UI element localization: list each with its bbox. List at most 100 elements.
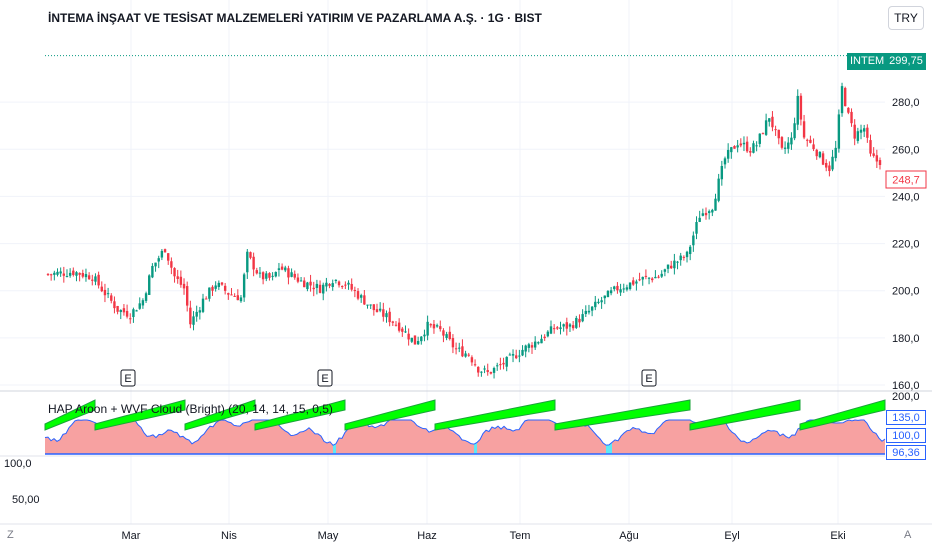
- indicator-area-segment: [309, 427, 312, 454]
- time-tick-label: May: [318, 530, 339, 542]
- candle-body: [75, 272, 78, 276]
- indicator-area-segment: [183, 436, 186, 454]
- indicator-area-segment: [408, 420, 411, 454]
- currency-button[interactable]: TRY: [888, 6, 924, 30]
- indicator-area-segment: [405, 420, 408, 454]
- candle-body: [470, 357, 474, 363]
- indicator-area-segment: [702, 425, 705, 454]
- timezone-toggle[interactable]: Z: [7, 529, 14, 541]
- earnings-marker[interactable]: [641, 369, 657, 387]
- candle-body: [242, 274, 246, 298]
- indicator-area-segment: [684, 420, 687, 454]
- candle-body: [543, 336, 546, 339]
- candle-body: [818, 151, 822, 158]
- candle-body: [745, 141, 749, 152]
- candle-body: [268, 273, 271, 278]
- candle-body: [723, 158, 727, 165]
- candle-body: [802, 121, 806, 138]
- candle-body: [97, 274, 100, 286]
- candle-body: [521, 349, 524, 356]
- indicator-area-segment: [876, 433, 879, 454]
- candle-body: [533, 341, 537, 348]
- candle-body: [647, 277, 651, 279]
- indicator-area-segment: [270, 420, 273, 454]
- candle-body: [777, 129, 780, 139]
- indicator-area-segment: [369, 425, 372, 454]
- indicator-area-segment: [456, 433, 459, 454]
- indicator-area-segment: [291, 435, 294, 454]
- indicator-area-segment: [357, 422, 360, 454]
- auto-scale-toggle[interactable]: A: [904, 529, 912, 541]
- candle-body: [552, 328, 556, 330]
- candle-body: [154, 262, 157, 267]
- earnings-marker[interactable]: [317, 369, 333, 387]
- candle-body: [584, 310, 587, 315]
- candle-body: [141, 300, 145, 306]
- indicator-area-segment: [471, 443, 474, 454]
- candle-body: [151, 265, 154, 278]
- indicator-area-segment: [96, 423, 99, 454]
- indicator-area-segment: [531, 420, 534, 454]
- candle-body: [682, 256, 686, 258]
- indicator-area-segment: [117, 420, 120, 454]
- indicator-area-segment: [621, 432, 624, 454]
- candle-body: [530, 345, 534, 348]
- candle-body: [774, 129, 777, 131]
- candle-body: [578, 318, 581, 323]
- candle-body: [135, 310, 138, 312]
- indicator-area-segment: [699, 424, 702, 454]
- candle-body: [284, 267, 287, 271]
- indicator-area-segment: [126, 420, 129, 454]
- candle-body: [132, 309, 135, 318]
- earnings-marker[interactable]: [120, 369, 136, 387]
- indicator-label[interactable]: HAP Aroon + WVF Cloud (Bright) (20, 14, …: [48, 402, 333, 416]
- candle-body: [179, 276, 183, 285]
- candle-body: [347, 282, 350, 285]
- candle-body: [208, 287, 211, 299]
- indicator-area-segment: [633, 427, 636, 454]
- indicator-area-segment: [267, 420, 270, 454]
- candle-body: [483, 368, 486, 370]
- indicator-area-segment: [603, 442, 606, 454]
- candle-body: [230, 294, 233, 296]
- indicator-area-segment: [738, 437, 741, 454]
- indicator-area-segment: [477, 439, 480, 454]
- indicator-area-segment: [75, 420, 78, 454]
- candle-body: [859, 129, 863, 133]
- indicator-area-segment: [516, 429, 519, 454]
- indicator-area-segment: [423, 428, 426, 454]
- candle-body: [641, 276, 644, 280]
- indicator-area-segment: [693, 421, 696, 454]
- indicator-area-segment: [612, 439, 615, 454]
- indicator-area-segment: [447, 427, 450, 454]
- indicator-area-segment: [651, 433, 654, 454]
- candle-body: [201, 298, 205, 312]
- indicator-area-segment: [48, 437, 51, 454]
- candle-body: [594, 301, 597, 308]
- indicator-area-segment: [45, 437, 48, 454]
- indicator-area-segment: [51, 438, 54, 454]
- indicator-area-segment: [675, 420, 678, 454]
- indicator-area-segment: [135, 420, 138, 454]
- candle-body: [799, 95, 803, 120]
- candle-body: [717, 178, 720, 201]
- indicator-area-segment: [399, 420, 402, 454]
- indicator-area-segment: [846, 420, 849, 454]
- indicator-area-segment: [570, 426, 573, 454]
- lower-axis-label-2: 50,00: [12, 494, 40, 506]
- indicator-area-segment: [660, 422, 663, 454]
- candle-body: [448, 331, 451, 340]
- candle-body: [736, 145, 739, 148]
- indicator-area-segment: [861, 420, 864, 454]
- candle-body: [214, 285, 217, 289]
- indicator-area-segment: [870, 428, 873, 454]
- candle-body: [834, 147, 837, 159]
- indicator-area-segment: [534, 420, 537, 454]
- candle-body: [764, 120, 768, 135]
- candle-body: [125, 310, 129, 317]
- indicator-area-segment: [732, 432, 735, 454]
- time-axis[interactable]: Mar Nis May Haz Tem Ağu Eyl Eki: [122, 530, 846, 542]
